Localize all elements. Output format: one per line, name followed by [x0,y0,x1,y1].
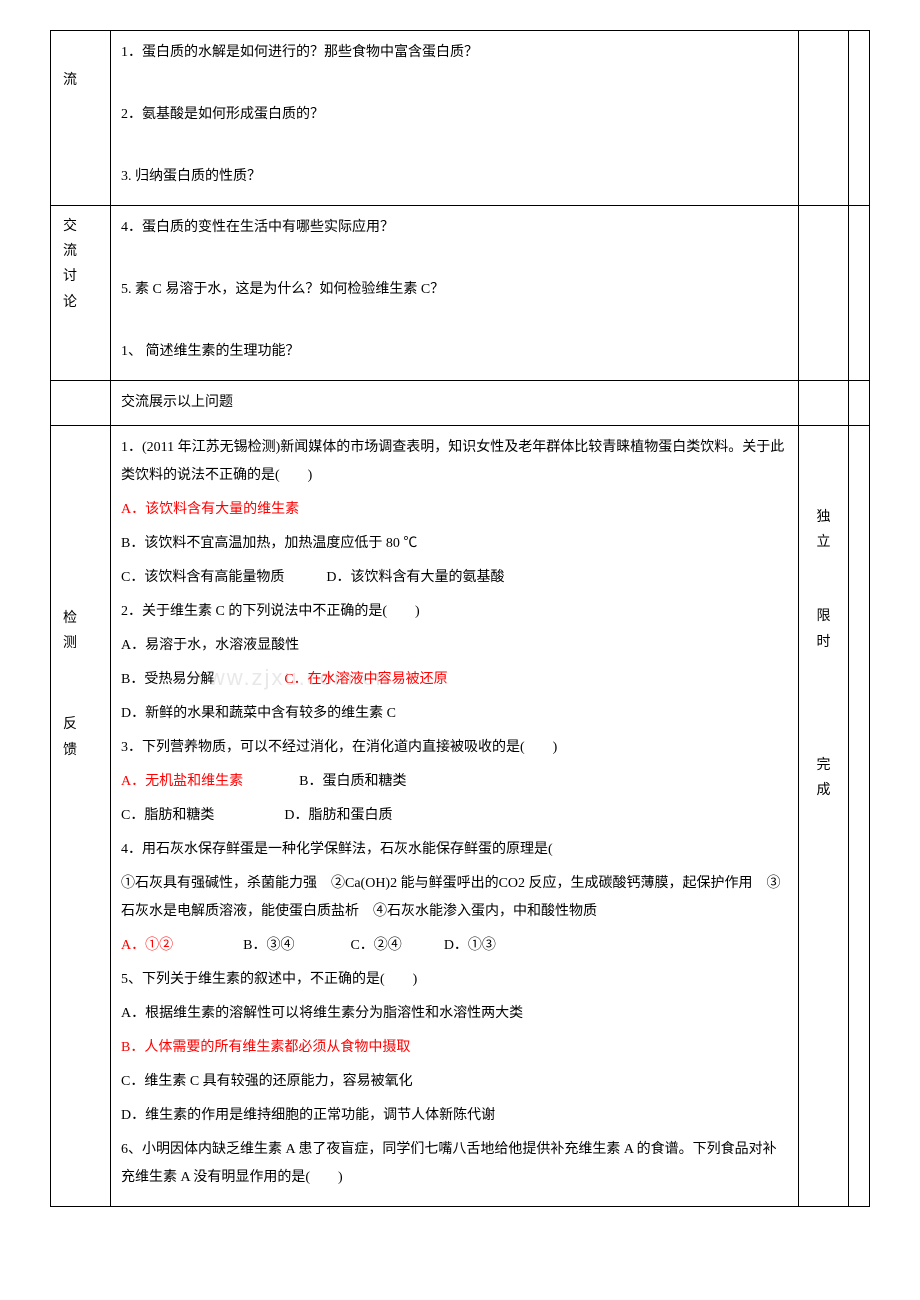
jiance-char-1: 检 [63,606,100,631]
jiaoliu-char-2: 流 [63,239,100,264]
right-label-6: 成 [809,778,838,803]
label-jiaoliu: 交 流 讨 论 [51,206,111,381]
content-jiance: www.zjxu.com.cn 1．(2011 年江苏无锡检测)新闻媒体的市场调… [111,426,799,1207]
liu-r2 [849,31,870,206]
q4-cond: ①石灰具有强碱性，杀菌能力强 ②Ca(OH)2 能与鲜蛋呼出的CO2 反应，生成… [121,870,788,926]
label-exchange [51,381,111,426]
exchange-r1 [799,381,849,426]
liu-q2: 2．氨基酸是如何形成蛋白质的？ [121,101,788,129]
q3-opt-a: A．无机盐和维生素 [121,774,243,789]
jiaoliu-char-1: 交 [63,214,100,239]
content-exchange: 交流展示以上问题 [111,381,799,426]
row-liu: 流 1．蛋白质的水解是如何进行的？那些食物中富含蛋白质？ 2．氨基酸是如何形成蛋… [51,31,870,206]
q1-opts-cd: C．该饮料含有高能量物质 D．该饮料含有大量的氨基酸 [121,564,788,592]
q3-opts-cd: C．脂肪和糖类 D．脂肪和蛋白质 [121,802,788,830]
content-liu: 1．蛋白质的水解是如何进行的？那些食物中富含蛋白质？ 2．氨基酸是如何形成蛋白质… [111,31,799,206]
label-jiance: 检 测 反 馈 [51,426,111,1207]
q5-opt-a: A．根据维生素的溶解性可以将维生素分为脂溶性和水溶性两大类 [121,1000,788,1028]
q1-opt-c: C．该饮料含有高能量物质 [121,570,284,585]
row-exchange: 交流展示以上问题 [51,381,870,426]
q5-opt-c: C．维生素 C 具有较强的还原能力，容易被氧化 [121,1068,788,1096]
q2-opt-d: D．新鲜的水果和蔬菜中含有较多的维生素 C [121,700,788,728]
jiaoliu-q4: 4．蛋白质的变性在生活中有哪些实际应用？ [121,214,788,242]
jiance-r1: 独 立 限 时 完 成 [799,426,849,1207]
q5-opt-d: D．维生素的作用是维持细胞的正常功能，调节人体新陈代谢 [121,1102,788,1130]
content-jiaoliu: 4．蛋白质的变性在生活中有哪些实际应用？ 5. 素 C 易溶于水，这是为什么？如… [111,206,799,381]
right-label-1: 独 [809,505,838,530]
q4-stem: 4．用石灰水保存鲜蛋是一种化学保鲜法，石灰水能保存鲜蛋的原理是( [121,836,788,864]
q5-stem: 5、下列关于维生素的叙述中，不正确的是( ) [121,966,788,994]
q1-opt-a: A．该饮料含有大量的维生素 [121,496,788,524]
q3-opt-b: B．蛋白质和糖类 [299,774,406,789]
q4-opt-c: C．②④ [350,938,401,953]
q1-opt-d: D．该饮料含有大量的氨基酸 [326,570,504,585]
jiance-char-2: 测 [63,631,100,656]
jiaoliu-q5: 5. 素 C 易溶于水，这是为什么？如何检验维生素 C？ [121,276,788,304]
label-liu-text: 流 [63,73,77,88]
liu-q3: 3. 归纳蛋白质的性质？ [121,163,788,191]
right-label-2: 立 [809,530,838,555]
jiaoliu-r1 [799,206,849,381]
exchange-r2 [849,381,870,426]
jiaoliu-q6: 1、 简述维生素的生理功能？ [121,338,788,366]
q5-opt-b: B．人体需要的所有维生素都必须从食物中摄取 [121,1034,788,1062]
liu-q1: 1．蛋白质的水解是如何进行的？那些食物中富含蛋白质？ [121,39,788,67]
q4-opt-a: A．①② [121,938,173,953]
q2-opt-b: B．受热易分解 [121,672,214,687]
q3-opt-c: C．脂肪和糖类 [121,808,214,823]
q3-stem: 3．下列营养物质，可以不经过消化，在消化道内直接被吸收的是( ) [121,734,788,762]
q2-stem: 2．关于维生素 C 的下列说法中不正确的是( ) [121,598,788,626]
label-liu: 流 [51,31,111,206]
row-jiance: 检 测 反 馈 www.zjxu.com.cn 1．(2011 年江苏无锡检测)… [51,426,870,1207]
jiaoliu-char-3: 讨 [63,264,100,289]
row-jiaoliu: 交 流 讨 论 4．蛋白质的变性在生活中有哪些实际应用？ 5. 素 C 易溶于水… [51,206,870,381]
right-label-4: 时 [809,630,838,655]
jiaoliu-char-4: 论 [63,290,100,315]
q1-opt-b: B．该饮料不宜高温加热，加热温度应低于 80 ℃ [121,530,788,558]
q3-opt-d: D．脂肪和蛋白质 [284,808,392,823]
right-label-3: 限 [809,604,838,629]
fankui-char-2: 馈 [63,738,100,763]
q4-opt-b: B．③④ [243,938,294,953]
right-label-5: 完 [809,753,838,778]
q2-opt-a: A．易溶于水，水溶液显酸性 [121,632,788,660]
jiaoliu-r2 [849,206,870,381]
q4-opt-d: D．①③ [444,938,496,953]
q3-opts-ab: A．无机盐和维生素 B．蛋白质和糖类 [121,768,788,796]
document-table: 流 1．蛋白质的水解是如何进行的？那些食物中富含蛋白质？ 2．氨基酸是如何形成蛋… [50,30,870,1207]
jiance-r2 [849,426,870,1207]
q1-stem: 1．(2011 年江苏无锡检测)新闻媒体的市场调查表明，知识女性及老年群体比较青… [121,434,788,490]
q2-opt-c: C．在水溶液中容易被还原 [284,672,447,687]
q6-stem: 6、小明因体内缺乏维生素 A 患了夜盲症，同学们七嘴八舌地给他提供补充维生素 A… [121,1136,788,1192]
q4-opts: A．①② B．③④ C．②④ D．①③ [121,932,788,960]
liu-r1 [799,31,849,206]
fankui-char-1: 反 [63,712,100,737]
q2-opts-bc: B．受热易分解 C．在水溶液中容易被还原 [121,666,788,694]
exchange-text: 交流展示以上问题 [121,395,233,410]
